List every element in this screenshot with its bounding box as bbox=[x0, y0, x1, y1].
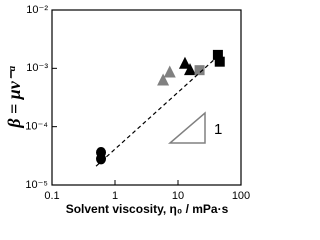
y-tick-label: 10⁻⁴ bbox=[25, 121, 48, 133]
x-tick-label: 10 bbox=[172, 190, 184, 202]
slope-label: 1 bbox=[214, 121, 222, 138]
y-tick-label: 10⁻⁵ bbox=[25, 179, 48, 191]
circle-marker bbox=[96, 153, 107, 165]
triangle-marker bbox=[163, 65, 176, 78]
x-tick-label: 100 bbox=[232, 190, 250, 202]
x-axis-label: Solvent viscosity, η₀ / mPa·s bbox=[66, 202, 229, 216]
triangle-marker bbox=[178, 56, 191, 69]
fit-line bbox=[95, 57, 217, 167]
square-marker bbox=[194, 65, 205, 76]
square-marker bbox=[212, 49, 223, 60]
x-tick-label: 1 bbox=[112, 190, 118, 202]
triangle-marker bbox=[183, 63, 196, 76]
chart: 1 Solvent viscosity, η₀ / mPa·s β = μv⁻ᵅ… bbox=[4, 4, 250, 216]
plot-frame bbox=[51, 9, 242, 186]
triangle-marker bbox=[157, 73, 170, 86]
y-tick-label: 10⁻² bbox=[26, 4, 48, 16]
y-tick-label: 10⁻³ bbox=[26, 62, 48, 74]
square-marker bbox=[214, 56, 225, 67]
x-tick-label: 0.1 bbox=[44, 190, 59, 202]
slope-triangle bbox=[167, 111, 206, 144]
y-axis-label: β = μv⁻ᵅ bbox=[4, 66, 24, 129]
